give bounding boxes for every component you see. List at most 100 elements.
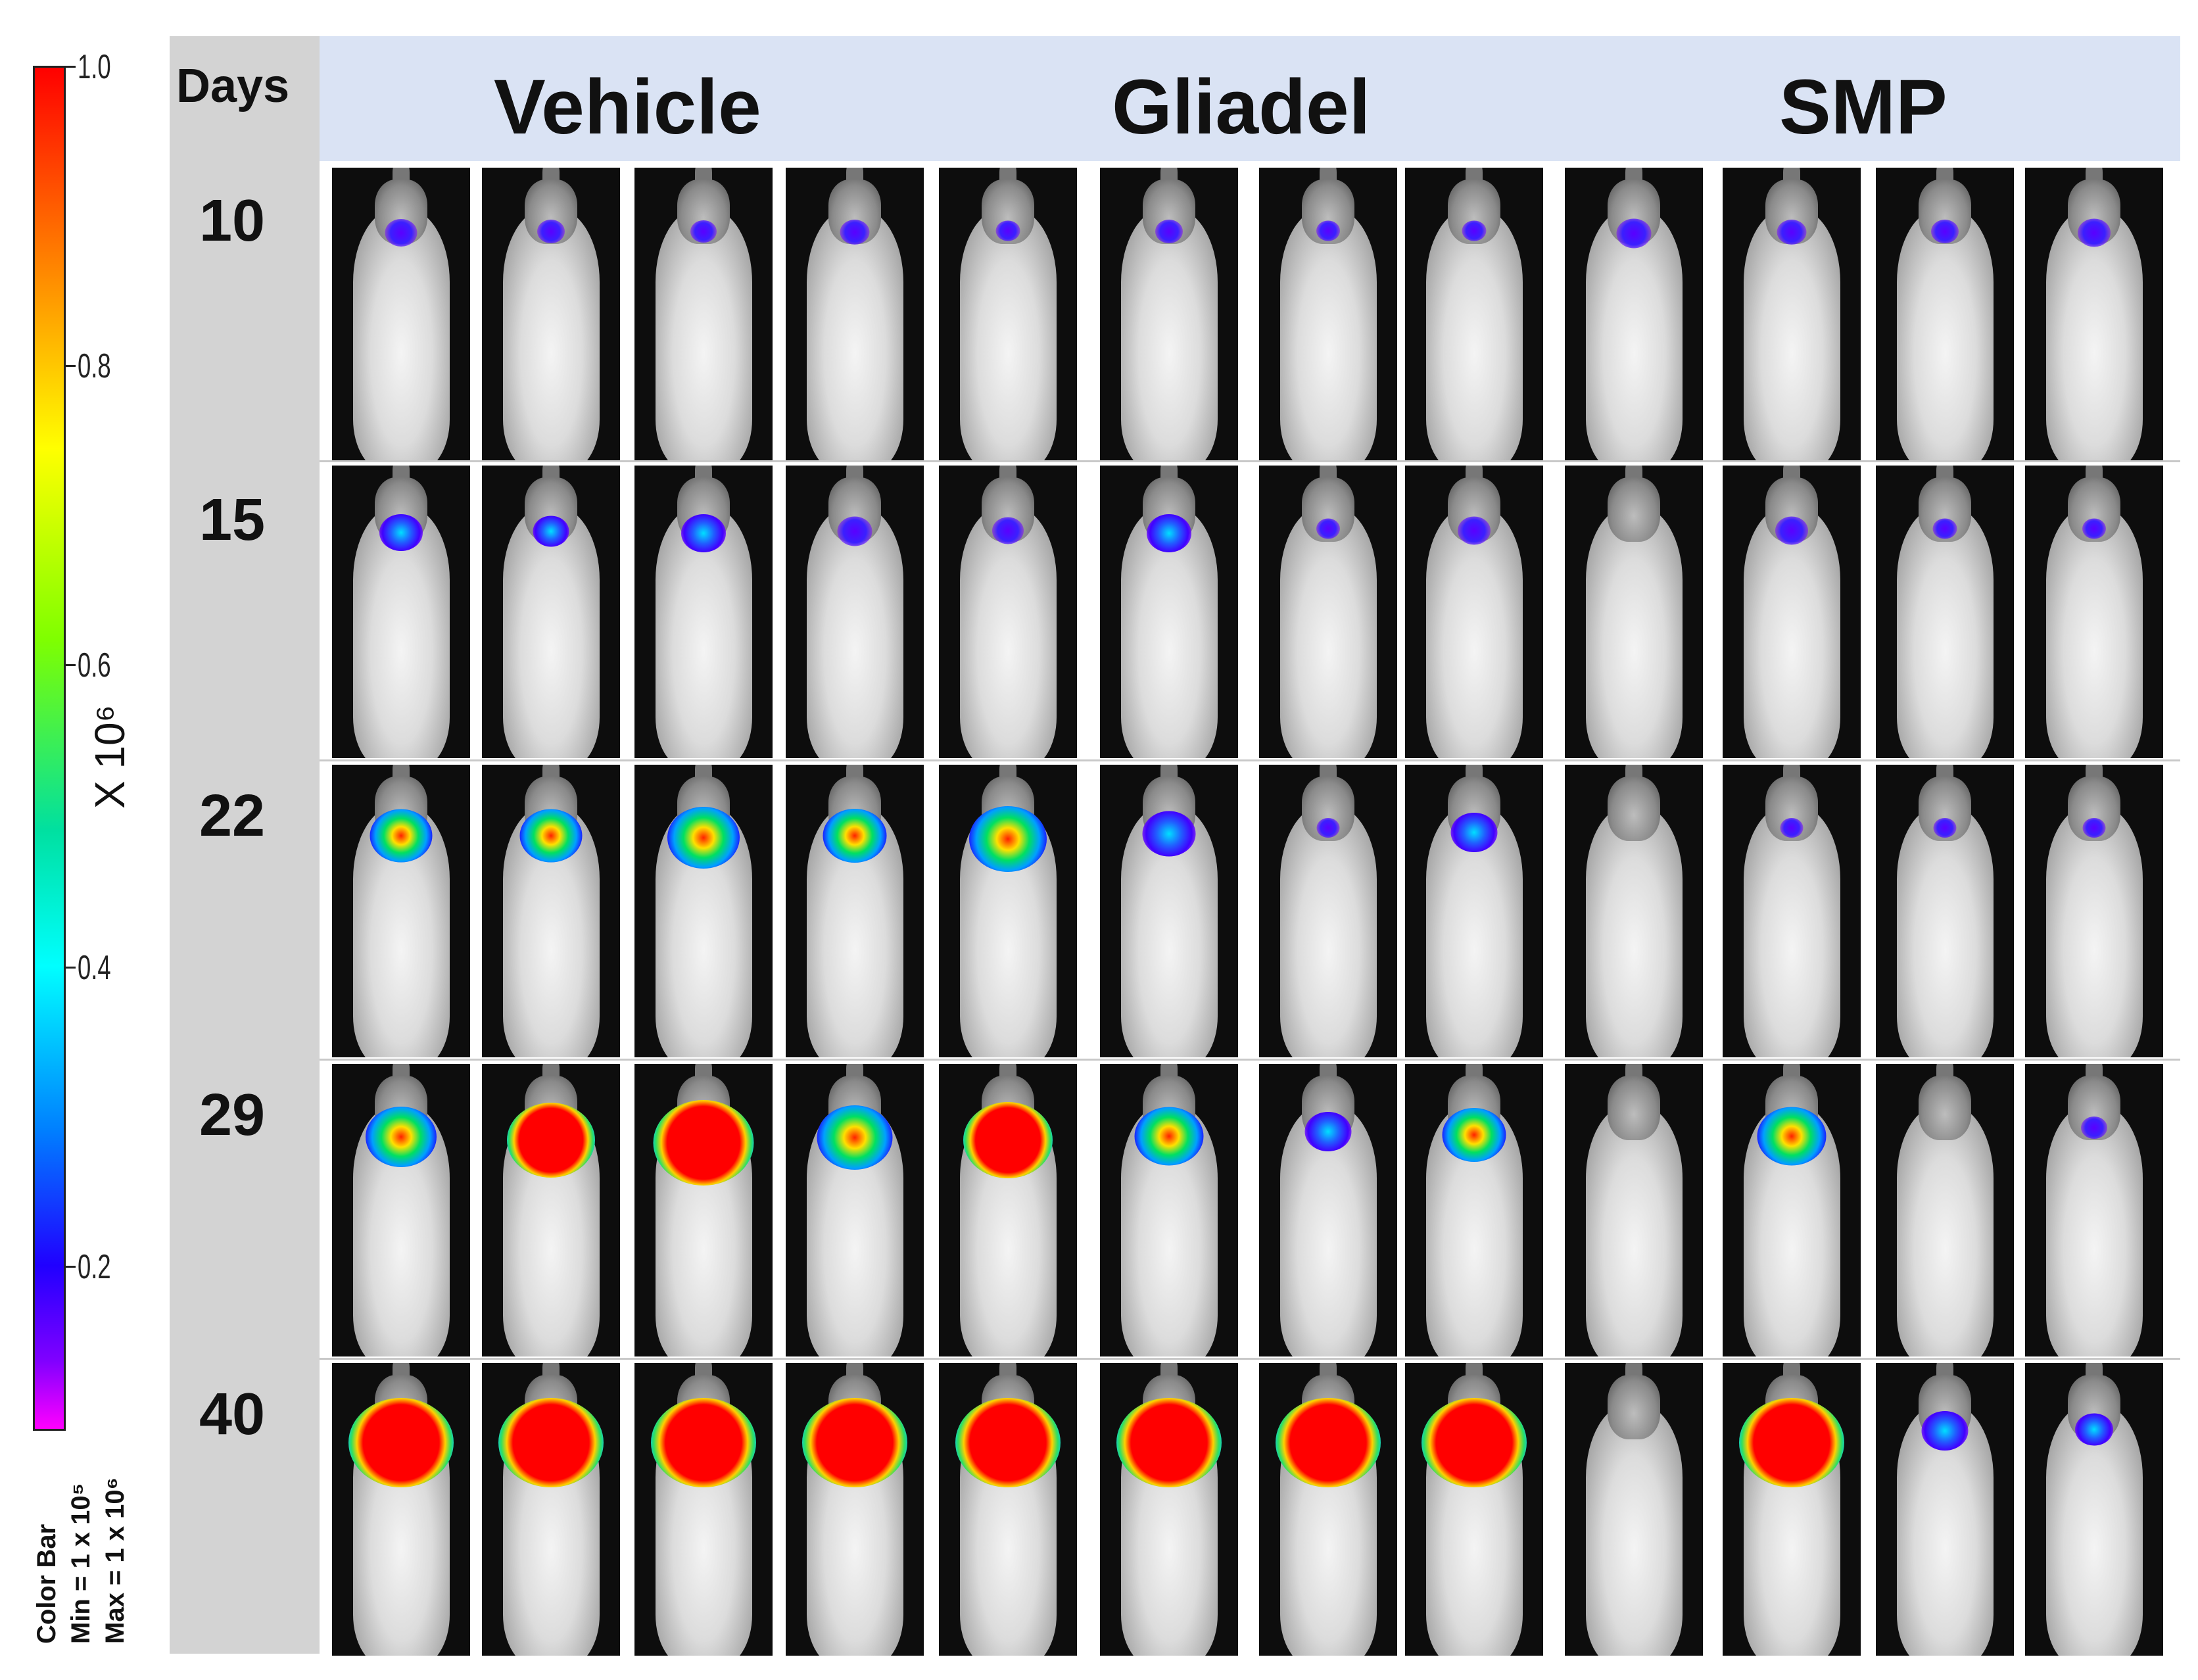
bioluminescence-signal [507,1103,595,1178]
bioluminescence-signal [1757,1107,1827,1166]
bioluminescence-signal [690,220,717,243]
mouse-image-gliadel-day10-3 [1259,168,1397,460]
mouse-body [1425,506,1523,758]
mouse-image-gliadel-day15-3 [1259,466,1397,758]
bioluminescence-signal [498,1398,604,1487]
bioluminescence-signal [963,1102,1053,1178]
mouse-body [1585,506,1683,758]
mouse-image-vehicle-day40-1 [332,1363,470,1656]
color-bar-tick-label: 0.4 [78,949,111,987]
mouse-image-vehicle-day15-2 [482,466,620,758]
bioluminescence-signal [1931,220,1959,243]
bioluminescence-signal [379,514,423,551]
group-title-vehicle: Vehicle [494,64,761,151]
mouse-image-smp-day40-1 [1565,1363,1703,1656]
bioluminescence-signal [651,1398,756,1487]
mouse-image-vehicle-day10-1 [332,168,470,460]
bioluminescence-signal [817,1105,893,1170]
mouse-body [1279,208,1377,460]
color-bar-unit: X 10⁶ [86,705,133,809]
bioluminescence-signal [1780,818,1804,838]
bioluminescence-signal [1450,813,1498,852]
mouse-image-smp-day40-3 [1876,1363,2014,1656]
mouse-body [2045,805,2143,1057]
bioluminescence-signal [519,809,583,863]
bioluminescence-signal [1316,518,1340,539]
bioluminescence-signal [955,1398,1061,1487]
mouse-body [1425,208,1523,460]
mouse-image-smp-day10-2 [1723,168,1861,460]
mouse-body [1743,208,1840,460]
color-bar-gradient [33,66,66,1431]
mouse-image-gliadel-day10-1 [939,168,1077,460]
color-bar-tick [64,967,76,969]
bioluminescence-signal [992,517,1024,544]
mouse-image-vehicle-day40-3 [634,1363,773,1656]
bioluminescence-signal [1775,516,1808,545]
bioluminescence-signal [1933,818,1957,838]
bioluminescence-signal [681,514,726,552]
mouse-image-gliadel-day40-3 [1259,1363,1397,1656]
color-bar-tick-label: 1.0 [78,48,111,86]
bioluminescence-signal [653,1100,754,1186]
mouse-image-vehicle-day10-3 [634,168,773,460]
mouse-image-gliadel-day29-4 [1405,1064,1543,1356]
mouse-image-smp-day22-2 [1723,765,1861,1057]
bioluminescence-signal [1458,516,1491,545]
mouse-head [1919,1075,1971,1140]
mouse-image-vehicle-day22-2 [482,765,620,1057]
mouse-image-smp-day40-2 [1723,1363,1861,1656]
mouse-image-gliadel-day29-3 [1259,1064,1397,1356]
row-divider [320,759,2180,761]
mouse-body [2045,208,2143,460]
bioluminescence-signal [1304,1112,1352,1151]
bioluminescence-signal [2075,1413,2113,1446]
mouse-image-gliadel-day40-1 [939,1363,1077,1656]
mouse-image-smp-day22-1 [1565,765,1703,1057]
mouse-image-gliadel-day22-2 [1100,765,1238,1057]
day-label-15: 15 [199,487,266,553]
mouse-body [1279,506,1377,758]
mouse-body [1743,506,1840,758]
mouse-body [655,208,752,460]
days-header-label: Days [176,60,290,112]
mouse-body [1896,506,1994,758]
group-title-gliadel: Gliadel [1112,64,1371,151]
day-label-29: 29 [199,1082,266,1148]
bioluminescence-signal [969,806,1047,872]
mouse-image-smp-day10-4 [2025,168,2163,460]
mouse-image-vehicle-day15-1 [332,466,470,758]
mouse-image-vehicle-day22-3 [634,765,773,1057]
mouse-body [806,208,903,460]
bioluminescence-signal [840,220,870,245]
color-bar-caption-min: Min = 1 x 10⁵ [66,1483,95,1644]
bioluminescence-signal [1777,220,1807,245]
bioluminescence-signal [1116,1398,1222,1487]
mouse-image-vehicle-day29-1 [332,1064,470,1356]
mouse-body [1896,1105,1994,1356]
mouse-body [352,208,450,460]
bioluminescence-signal [1921,1411,1969,1451]
day-label-40: 40 [199,1381,266,1447]
group-title-smp: SMP [1779,64,1947,151]
mouse-image-gliadel-day22-3 [1259,765,1397,1057]
mouse-body [1585,805,1683,1057]
mouse-body [2045,506,2143,758]
mouse-image-vehicle-day22-4 [786,765,924,1057]
bioluminescence-signal [1276,1398,1381,1487]
mouse-body [1896,208,1994,460]
bioluminescence-signal [1316,220,1340,241]
bioluminescence-signal [537,220,565,243]
bioluminescence-signal [385,219,418,247]
mouse-body [502,506,600,758]
mouse-image-smp-day29-2 [1723,1064,1861,1356]
days-header-cell: Days [170,36,320,161]
bioluminescence-signal [1142,811,1196,857]
bioluminescence-signal [1316,818,1340,838]
mouse-image-vehicle-day10-4 [786,168,924,460]
bioluminescence-signal [2082,518,2106,539]
mouse-head [1608,477,1660,542]
bioluminescence-signal [348,1398,454,1487]
mouse-body [1279,805,1377,1057]
bioluminescence-signal [2081,1116,2107,1139]
